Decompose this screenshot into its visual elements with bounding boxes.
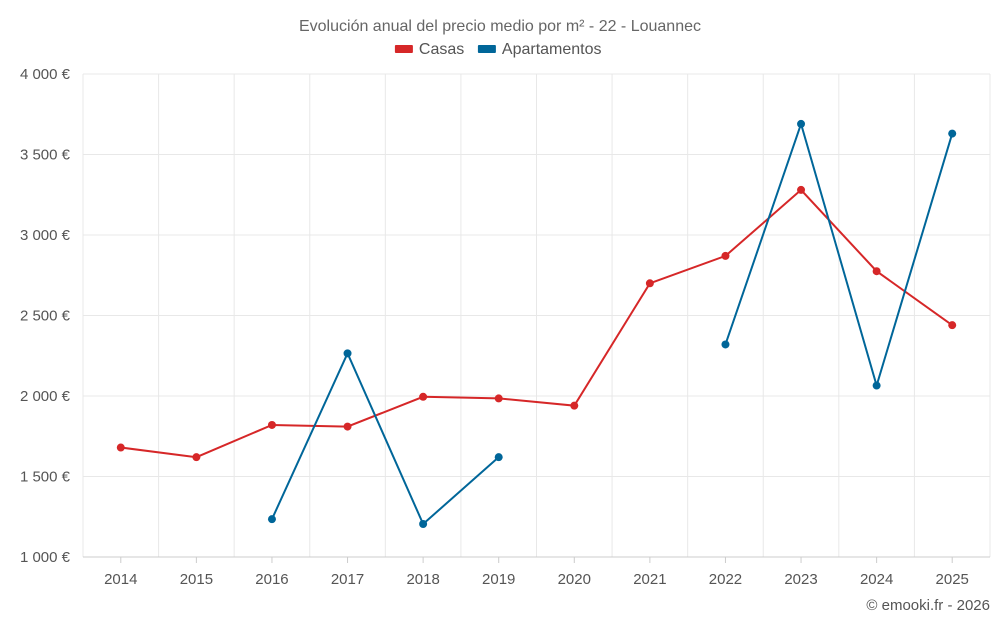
legend-swatch (394, 45, 413, 53)
credit-text: © emooki.fr - 2026 (866, 597, 990, 614)
legend: Casas Apartamentos (394, 41, 602, 58)
legend-item-casas[interactable]: Casas (394, 41, 464, 58)
y-tick-label: 2 500 € (20, 308, 71, 325)
data-point[interactable] (267, 515, 276, 524)
series-apartamentos (267, 119, 957, 528)
legend-label: Casas (419, 41, 464, 58)
chart-title: Evolución anual del precio medio por m² … (299, 18, 701, 35)
data-point[interactable] (645, 279, 654, 288)
data-point[interactable] (343, 422, 352, 431)
data-point[interactable] (494, 453, 503, 462)
series (116, 119, 957, 528)
series-line (724, 120, 954, 390)
legend-label: Apartamentos (502, 41, 602, 58)
data-point[interactable] (192, 453, 201, 462)
x-tick-label: 2019 (482, 571, 515, 588)
y-tick-label: 1 500 € (20, 469, 71, 486)
data-point[interactable] (948, 321, 957, 330)
data-point[interactable] (419, 392, 428, 401)
data-point[interactable] (419, 519, 428, 528)
axes: 1 000 € 1 500 € 2 000 € 2 500 € 3 000 € 3 500… (20, 66, 969, 588)
data-point[interactable] (116, 443, 125, 452)
y-tick-label: 4 000 € (20, 66, 71, 83)
x-tick-label: 2017 (331, 571, 364, 588)
data-point[interactable] (948, 129, 957, 138)
x-tick-label: 2020 (558, 571, 591, 588)
grid (82, 73, 991, 558)
series-line (271, 350, 500, 526)
data-point[interactable] (797, 185, 806, 194)
data-point[interactable] (570, 401, 579, 410)
data-point[interactable] (797, 119, 806, 128)
legend-item-apartamentos[interactable]: Apartamentos (477, 41, 602, 58)
x-tick-label: 2021 (633, 571, 666, 588)
data-point[interactable] (872, 267, 881, 276)
series-line (120, 188, 953, 459)
data-point[interactable] (267, 420, 276, 429)
data-point[interactable] (721, 251, 730, 260)
y-tick-label: 1 000 € (20, 549, 71, 566)
y-tick-label: 3 500 € (20, 147, 71, 164)
data-point[interactable] (872, 381, 881, 390)
legend-swatch (477, 45, 496, 53)
x-tick-label: 2018 (406, 571, 439, 588)
x-tick-label: 2023 (784, 571, 817, 588)
data-point[interactable] (494, 394, 503, 403)
series-casas (116, 185, 957, 462)
x-tick-label: 2025 (936, 571, 969, 588)
x-tick-label: 2015 (180, 571, 213, 588)
x-tick-label: 2024 (860, 571, 893, 588)
y-tick-label: 3 000 € (20, 227, 71, 244)
y-tick-label: 2 000 € (20, 388, 71, 405)
data-point[interactable] (343, 349, 352, 358)
data-point[interactable] (721, 340, 730, 349)
x-tick-label: 2016 (255, 571, 288, 588)
x-tick-label: 2014 (104, 571, 137, 588)
x-tick-label: 2022 (709, 571, 742, 588)
